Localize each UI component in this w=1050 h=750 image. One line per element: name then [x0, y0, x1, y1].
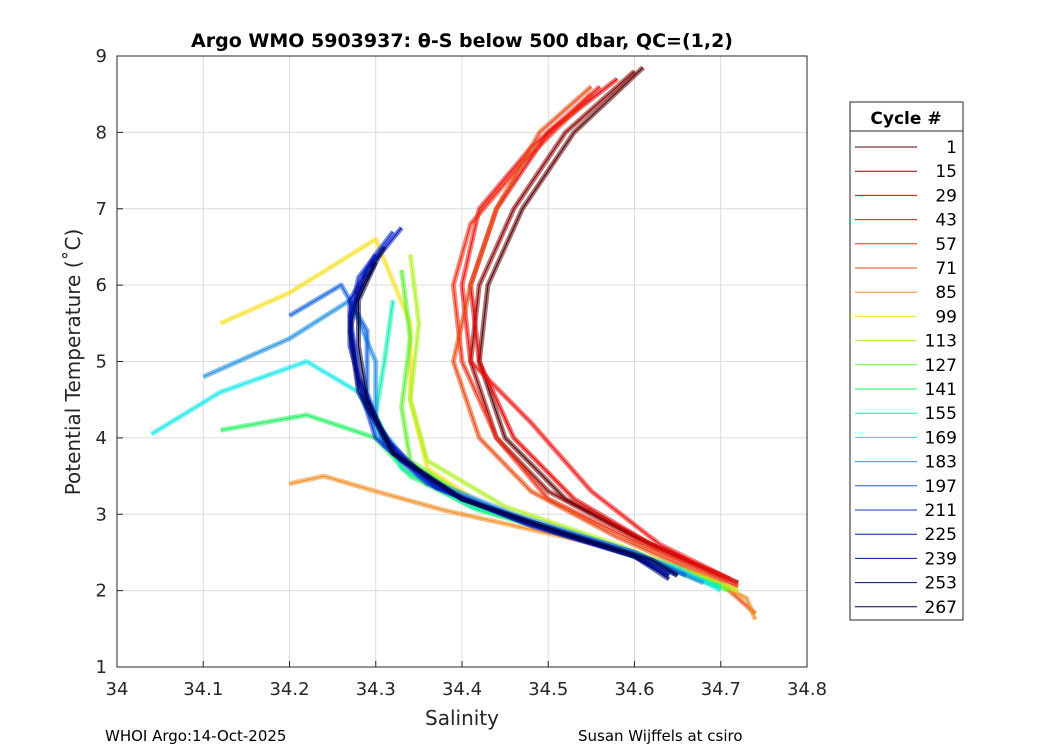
legend-label: 253: [925, 574, 957, 594]
y-tick-label: 1: [96, 657, 107, 678]
y-tick-label: 5: [96, 352, 107, 373]
footer-date: WHOI Argo:14-Oct-2025: [105, 727, 286, 745]
x-tick-label: 34.5: [528, 679, 568, 700]
legend-label: 169: [925, 428, 957, 448]
series-line-43: [461, 86, 739, 584]
footer-credit: Susan Wijffels at csiro: [578, 727, 743, 745]
y-tick-labels: 1 2 3 4 5 6 7 8 9: [96, 46, 107, 678]
y-tick-label: 3: [96, 504, 107, 525]
legend-label: 183: [925, 453, 957, 473]
profile-lines: [150, 65, 758, 621]
legend-label: 267: [925, 598, 957, 618]
y-tick-label: 8: [96, 122, 107, 143]
x-tick-label: 34: [106, 679, 129, 700]
y-tick-label: 4: [96, 428, 107, 449]
legend-label: 71: [935, 259, 957, 279]
legend-title: Cycle #: [870, 109, 941, 129]
legend-label: 29: [935, 186, 957, 206]
legend-label: 113: [925, 332, 957, 352]
x-axis-label: Salinity: [425, 706, 499, 730]
series-line-71: [452, 86, 756, 614]
y-tick-label: 7: [96, 199, 107, 220]
legend-label: 99: [935, 307, 957, 327]
x-tick-label: 34.6: [614, 679, 654, 700]
legend-label: 141: [925, 380, 957, 400]
x-tick-label: 34.7: [701, 679, 741, 700]
plot-frame: [116, 55, 808, 668]
legend-label: 225: [925, 525, 957, 545]
y-tick-label: 9: [96, 46, 107, 67]
series-line-267: [358, 261, 678, 576]
y-tick-label: 6: [96, 275, 107, 296]
legend-label: 85: [935, 283, 957, 303]
legend-label: 127: [925, 356, 957, 376]
legend-label: 15: [935, 162, 957, 182]
legend: Cycle # 1 15 29 43 57 71 85 99 113 127 141 155 169 18…: [849, 101, 964, 621]
legend-label: 197: [925, 477, 957, 497]
legend-label: 1: [946, 138, 957, 158]
legend-label: 211: [925, 501, 957, 521]
x-tick-label: 34.4: [442, 679, 482, 700]
chart-title: Argo WMO 5903937: θ-S below 500 dbar, QC…: [191, 30, 733, 52]
x-tick-label: 34.2: [269, 679, 309, 700]
x-tick-label: 34.3: [356, 679, 396, 700]
x-tick-label: 34.1: [183, 679, 223, 700]
legend-label: 155: [925, 404, 957, 424]
x-tick-label: 34.8: [787, 679, 827, 700]
y-axis-label: Potential Temperature (˚C): [61, 229, 85, 496]
legend-label: 239: [925, 549, 957, 569]
series-line-57: [452, 93, 739, 588]
legend-label: 43: [935, 211, 957, 231]
x-tick-labels: 34 34.1 34.2 34.3 34.4 34.5 34.6 34.7 34.8: [106, 679, 827, 700]
series-line-29: [470, 78, 730, 580]
legend-label: 57: [935, 235, 957, 255]
y-tick-label: 2: [96, 581, 107, 602]
